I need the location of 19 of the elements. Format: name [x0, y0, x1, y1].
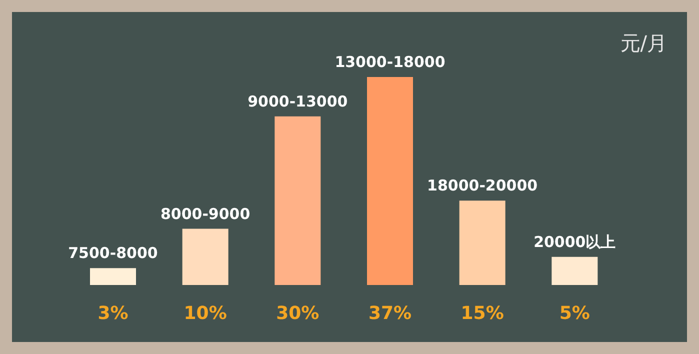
- data-label: 10%: [184, 303, 227, 324]
- bar: [459, 200, 506, 285]
- data-label: 37%: [368, 303, 412, 324]
- bar: [367, 77, 413, 285]
- annotation: 7500-8000: [68, 244, 158, 262]
- annotation: 9000-13000: [248, 92, 348, 110]
- data-label: 15%: [460, 303, 504, 324]
- text: 13000-18000: [334, 53, 446, 71]
- bar: [182, 228, 228, 285]
- bar: [90, 268, 136, 285]
- annotation: 20000以上: [534, 232, 616, 251]
- data-label: 5%: [559, 303, 590, 324]
- data-label: 30%: [276, 303, 320, 324]
- bar: [552, 256, 598, 285]
- bar: [274, 116, 321, 285]
- text: 元/月: [620, 30, 667, 57]
- annotation: 8000-9000: [160, 204, 250, 223]
- annotation: 18000-20000: [427, 176, 538, 195]
- data-label: 3%: [98, 303, 128, 324]
